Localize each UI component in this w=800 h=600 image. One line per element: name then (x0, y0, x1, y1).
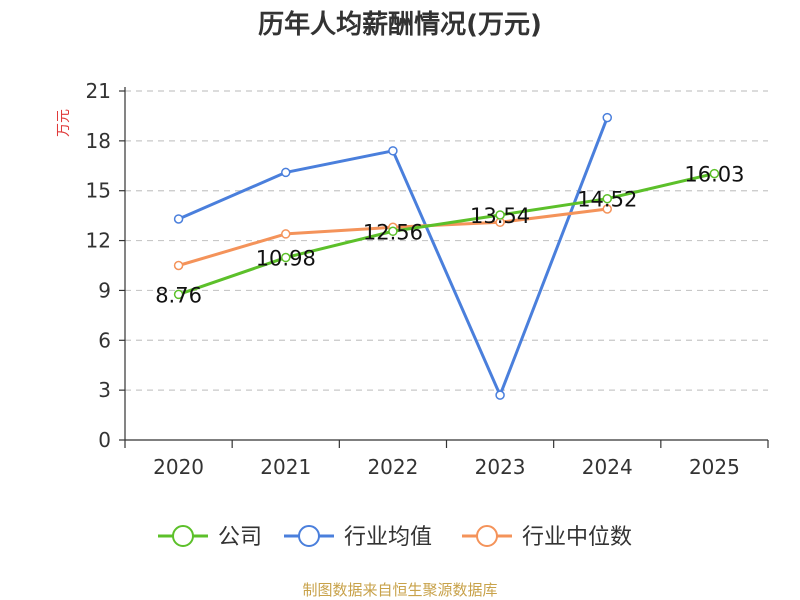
y-tick-label: 9 (98, 278, 111, 302)
y-tick-label: 18 (86, 129, 111, 153)
y-axis-label: 万元 (56, 109, 72, 137)
data-point (495, 210, 505, 220)
x-tick-label: 2022 (367, 455, 418, 479)
data-point (602, 204, 612, 214)
legend-label: 行业中位数 (522, 525, 632, 550)
y-tick-label: 12 (86, 229, 111, 253)
legend-marker (298, 525, 320, 547)
x-tick-label: 2020 (153, 455, 204, 479)
data-point (173, 214, 184, 224)
x-tick-label: 2025 (689, 455, 740, 479)
y-tick-label: 21 (86, 79, 111, 103)
data-label: 14.52 (577, 188, 637, 212)
series-line-0 (178, 172, 715, 296)
data-label: 13.54 (470, 204, 530, 228)
series (173, 112, 720, 400)
legend-item-1[interactable]: 行业均值 (284, 525, 432, 550)
data-point (495, 390, 505, 400)
data-point (173, 260, 184, 271)
legend-marker (172, 525, 194, 547)
data-labels: 8.76 10.98 12.56 13.54 14.52 16.03 (155, 163, 744, 308)
legend[interactable]: 公司 行业均值 行业中位数 (158, 525, 632, 550)
data-point (281, 252, 291, 263)
x-tick-label: 2024 (582, 455, 633, 479)
grid (125, 90, 768, 391)
x-tick-label: 2021 (260, 455, 311, 479)
legend-label: 行业均值 (344, 525, 432, 550)
data-point (281, 167, 291, 178)
data-point (388, 146, 398, 156)
data-point (602, 112, 612, 123)
series-line-1 (177, 117, 609, 397)
data-point (173, 289, 184, 300)
chart-title: 历年人均薪酬情况(万元) (258, 9, 542, 40)
y-tick-label: 6 (98, 328, 111, 352)
data-point (388, 226, 398, 237)
data-label: 16.03 (684, 163, 744, 187)
x-tick-label: 2023 (475, 455, 526, 479)
source-note: 制图数据来自恒生聚源数据库 (302, 581, 497, 599)
data-point (709, 168, 720, 179)
data-label: 12.56 (363, 220, 423, 244)
data-point (281, 229, 291, 239)
axes: 0 3 6 9 12 15 18 21 2020 2021 2022 2023 2024 2025 (86, 79, 769, 479)
data-point (602, 193, 612, 204)
legend-item-2[interactable]: 行业中位数 (462, 525, 632, 550)
y-tick-label: 0 (98, 428, 111, 452)
y-tick-label: 15 (86, 179, 111, 203)
data-label: 8.76 (155, 283, 202, 307)
legend-item-0[interactable]: 公司 (158, 525, 262, 550)
legend-label: 公司 (218, 525, 262, 550)
data-label: 10.98 (256, 247, 316, 271)
legend-marker (476, 525, 498, 547)
y-tick-label: 3 (98, 378, 111, 402)
